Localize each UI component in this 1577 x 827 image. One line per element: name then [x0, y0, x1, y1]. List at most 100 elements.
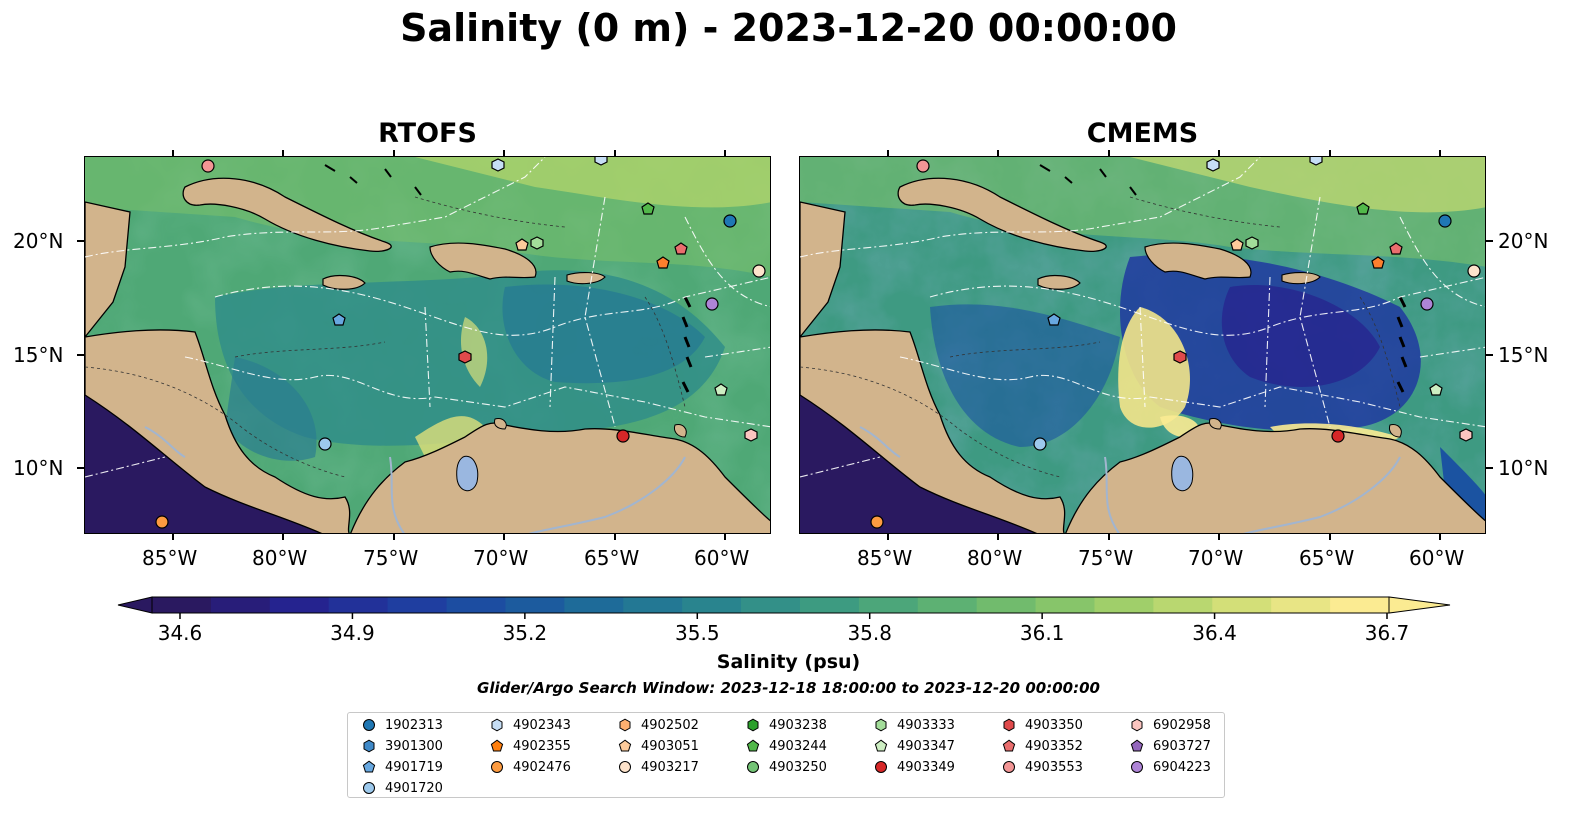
legend-marker-icon — [1131, 718, 1143, 732]
colorbar-bin — [858, 597, 919, 613]
legend-item-label: 4903051 — [641, 738, 699, 754]
colorbar-bin — [328, 597, 389, 613]
lat-tick-15n-right: 15°N — [1498, 343, 1549, 367]
legend-item: 4903350 — [1002, 716, 1083, 734]
colorbar-tick-label: 36.1 — [1019, 621, 1065, 645]
colorbar-min-extend — [117, 596, 153, 614]
legend-item: 6902958 — [1130, 716, 1211, 734]
legend-marker-icon — [490, 739, 504, 752]
map-panel-rtofs[interactable] — [84, 156, 771, 534]
legend-marker-icon — [363, 739, 375, 753]
lon-tick-80w-right: 80°W — [967, 546, 1023, 570]
legend-item: 1902313 — [362, 716, 443, 734]
legend-item-label: 1902313 — [385, 717, 443, 733]
legend-item: 4903051 — [618, 737, 699, 755]
colorbar-bin — [976, 597, 1037, 613]
lat-tick-20n-right: 20°N — [1498, 229, 1549, 253]
legend-item-label: 4902502 — [641, 717, 699, 733]
legend-item-label: 6903727 — [1153, 738, 1211, 754]
colorbar-bin — [269, 597, 330, 613]
lon-tick-65w: 65°W — [584, 546, 640, 570]
legend-marker-icon — [491, 718, 503, 732]
colorbar-bin — [1330, 597, 1390, 613]
panel-title-cmems: CMEMS — [1086, 118, 1199, 149]
colorbar-tick-label: 34.9 — [330, 621, 375, 645]
lon-tick-80w: 80°W — [252, 546, 308, 570]
colorbar-bin — [446, 597, 507, 613]
map-cmems-graphic — [800, 157, 1485, 533]
colorbar-bin — [1035, 597, 1096, 613]
colorbar-bin — [505, 597, 565, 613]
colorbar-bin — [1212, 597, 1272, 613]
colorbar-tick-label: 34.6 — [157, 621, 203, 645]
colorbar-max-extend — [1388, 596, 1451, 614]
legend-item-label: 4901720 — [385, 780, 443, 796]
colorbar-tick-label: 36.4 — [1192, 621, 1237, 645]
colorbar-title: Salinity (psu) — [716, 651, 861, 673]
map-rtofs-graphic — [85, 157, 770, 533]
lon-tick-70w-right: 70°W — [1188, 546, 1244, 570]
legend-item-label: 4903350 — [1025, 717, 1083, 733]
legend-item: 4902502 — [618, 716, 699, 734]
legend-item: 6903727 — [1130, 737, 1211, 755]
legend-marker-icon — [746, 739, 760, 752]
colorbar-tick-label: 36.7 — [1364, 621, 1410, 645]
legend-item: 4903250 — [746, 758, 827, 776]
legend-item: 3901300 — [362, 737, 443, 755]
lon-tick-75w: 75°W — [363, 546, 419, 570]
legend-marker-icon — [1003, 718, 1015, 732]
legend-item: 4903217 — [618, 758, 699, 776]
legend-item: 4902476 — [490, 758, 571, 776]
colorbar-bin — [1271, 597, 1331, 613]
legend-item: 4903553 — [1002, 758, 1083, 776]
colorbar-bin — [152, 597, 212, 613]
lon-tick-60w-right: 60°W — [1409, 546, 1465, 570]
lon-tick-70w: 70°W — [473, 546, 529, 570]
legend-item-label: 3901300 — [385, 738, 443, 754]
legend-item-label: 6902958 — [1153, 717, 1211, 733]
legend-item-label: 4903349 — [897, 759, 955, 775]
colorbar-bin — [623, 597, 683, 613]
legend-item-label: 4903244 — [769, 738, 827, 754]
colorbar — [117, 596, 1451, 619]
legend-marker-icon — [874, 739, 888, 752]
legend-item-label: 6904223 — [1153, 759, 1211, 775]
legend-marker-icon — [491, 761, 503, 773]
legend-item-label: 4902476 — [513, 759, 571, 775]
colorbar-tick-label: 35.5 — [675, 621, 720, 645]
lon-tick-65w-right: 65°W — [1299, 546, 1355, 570]
legend-marker-icon — [363, 719, 375, 731]
map-panel-cmems[interactable] — [799, 156, 1486, 534]
legend-item-label: 4902343 — [513, 717, 571, 733]
legend-marker-icon — [875, 761, 887, 773]
colorbar-bin — [799, 597, 860, 613]
legend-item: 4903333 — [874, 716, 955, 734]
legend-item-label: 4902355 — [513, 738, 571, 754]
panel-title-rtofs: RTOFS — [378, 118, 477, 149]
legend-marker-icon — [363, 782, 375, 794]
legend-item-label: 4901719 — [385, 759, 443, 775]
lat-tick-20n: 20°N — [13, 229, 64, 253]
lat-tick-10n-right: 10°N — [1498, 456, 1549, 480]
lon-tick-75w-right: 75°W — [1078, 546, 1134, 570]
legend-item: 4902355 — [490, 737, 571, 755]
legend-marker-icon — [618, 739, 632, 752]
legend-item-label: 4903347 — [897, 738, 955, 754]
legend-marker-icon — [747, 761, 759, 773]
legend-item: 4903349 — [874, 758, 955, 776]
legend-item: 6904223 — [1130, 758, 1211, 776]
lon-tick-60w: 60°W — [694, 546, 750, 570]
legend-marker-icon — [1130, 739, 1144, 752]
legend-item-label: 4903333 — [897, 717, 955, 733]
legend-marker-icon — [1002, 739, 1016, 752]
legend-item: 4903238 — [746, 716, 827, 734]
colorbar-bin — [741, 597, 801, 613]
legend-item: 4903244 — [746, 737, 827, 755]
colorbar-bin — [210, 597, 271, 613]
legend-marker-icon — [1003, 761, 1015, 773]
lat-tick-15n: 15°N — [13, 343, 64, 367]
legend-item-label: 4903553 — [1025, 759, 1083, 775]
legend-marker-icon — [619, 718, 631, 732]
legend-marker-icon — [362, 760, 376, 773]
lon-tick-85w-right: 85°W — [857, 546, 913, 570]
